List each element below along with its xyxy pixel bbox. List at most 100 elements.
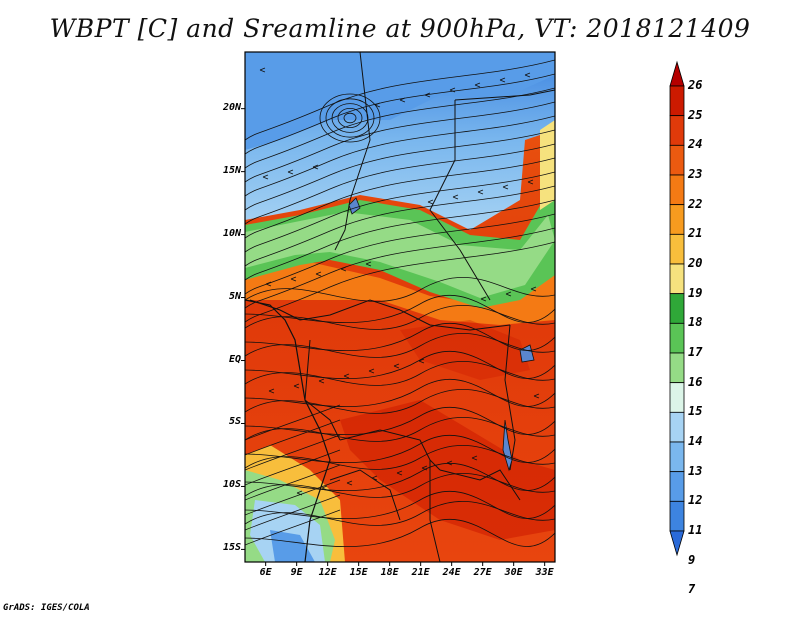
streamline (245, 417, 555, 442)
streamline (418, 358, 425, 364)
streamline (287, 169, 294, 175)
colorbar-swatch (669, 85, 685, 117)
colorbar-label: 26 (688, 78, 703, 92)
colorbar-label: 9 (688, 552, 696, 567)
colorbar-label: 14 (688, 434, 703, 448)
streamline (346, 480, 353, 486)
lat-label: 15N (222, 164, 241, 176)
colorbar-swatch (669, 500, 685, 532)
streamline (245, 143, 555, 225)
streamline (245, 434, 341, 471)
colorbar-swatch (669, 174, 685, 206)
coastline (245, 299, 331, 562)
colorbar-label: 13 (688, 463, 703, 478)
lon-label: 33E (535, 567, 554, 578)
streamline (245, 157, 555, 239)
streamline (245, 305, 555, 330)
streamline (480, 296, 487, 302)
colorbar-swatch (669, 352, 685, 384)
streamline (245, 185, 555, 267)
streamline (268, 388, 275, 394)
streamline (245, 199, 555, 281)
streamline (533, 393, 540, 399)
colorbar-swatch (669, 263, 685, 295)
streamline (477, 189, 484, 195)
lat-label: 20N (222, 101, 241, 113)
colorbar-label: 15 (688, 404, 703, 419)
streamline (245, 101, 555, 183)
colorbar-swatch (669, 204, 685, 235)
streamline (245, 491, 555, 520)
lat-label: 5N (228, 290, 241, 302)
colorbar-bottom-arrow (669, 530, 685, 557)
streamline (245, 445, 555, 470)
streamline (396, 470, 403, 476)
lon-label: 27E (473, 567, 492, 578)
streamlines (245, 59, 555, 548)
streamline (452, 194, 459, 200)
streamline (245, 464, 341, 501)
streamline (374, 102, 381, 108)
lat-label: 5S (228, 416, 241, 428)
streamline (312, 164, 319, 170)
streamline (245, 129, 555, 211)
colorbar-label: 17 (688, 345, 703, 359)
streamline (245, 171, 555, 253)
temperature-field (245, 52, 555, 562)
colorbar-label: 21 (688, 226, 703, 241)
streamline (337, 108, 363, 128)
colorbar-label: 12 (688, 493, 703, 508)
colorbar-label: 20 (688, 256, 703, 270)
streamline (474, 82, 481, 88)
colorbar-label: 22 (688, 196, 703, 211)
streamline (524, 72, 531, 78)
colorbar-label: 25 (688, 107, 703, 122)
streamline (245, 463, 555, 492)
map-title: WBPT [C] and Sreamline at 900hPa, VT: 20… (49, 14, 751, 43)
streamline (505, 291, 512, 297)
streamline (245, 379, 555, 408)
lat-label: 10S (222, 479, 241, 491)
lon-label: 12E (318, 567, 337, 578)
streamline (245, 501, 555, 526)
streamline (343, 373, 350, 379)
streamline (245, 479, 341, 516)
streamline (245, 59, 555, 141)
streamline (245, 295, 555, 324)
streamline (245, 333, 555, 358)
hot-core (340, 400, 555, 540)
streamline (399, 97, 406, 103)
streamline (245, 473, 555, 498)
colorbar-label: 7 (688, 582, 696, 597)
credit-label: GrADS: IGES/COLA (3, 603, 90, 613)
streamline (424, 92, 431, 98)
streamline (371, 475, 378, 481)
streamline (245, 87, 555, 169)
streamline (245, 115, 555, 197)
streamline (259, 67, 266, 73)
lakes (348, 197, 535, 472)
colorbar-label: 19 (688, 285, 703, 300)
lon-label: 6E (259, 567, 272, 578)
axis-ticks (241, 108, 546, 566)
lat-label: 15S (222, 542, 241, 554)
streamline (245, 404, 341, 441)
streamline (446, 460, 453, 466)
streamline (245, 509, 341, 546)
light-green-band (245, 212, 555, 298)
lon-label: 24E (442, 567, 461, 578)
colorbar-swatch (669, 293, 685, 324)
streamline (499, 77, 506, 83)
streamline (290, 276, 297, 282)
streamline (296, 490, 303, 496)
lon-label: 9E (290, 567, 303, 578)
colorbar-swatch (669, 115, 685, 146)
streamline (245, 407, 555, 436)
colorbar-swatch (669, 411, 685, 443)
lon-label: 18E (380, 567, 399, 578)
lon-label: 30E (504, 567, 523, 578)
streamline (245, 389, 555, 414)
streamline (245, 73, 555, 155)
colorbar-swatch (669, 382, 685, 413)
transition-band (245, 262, 555, 325)
